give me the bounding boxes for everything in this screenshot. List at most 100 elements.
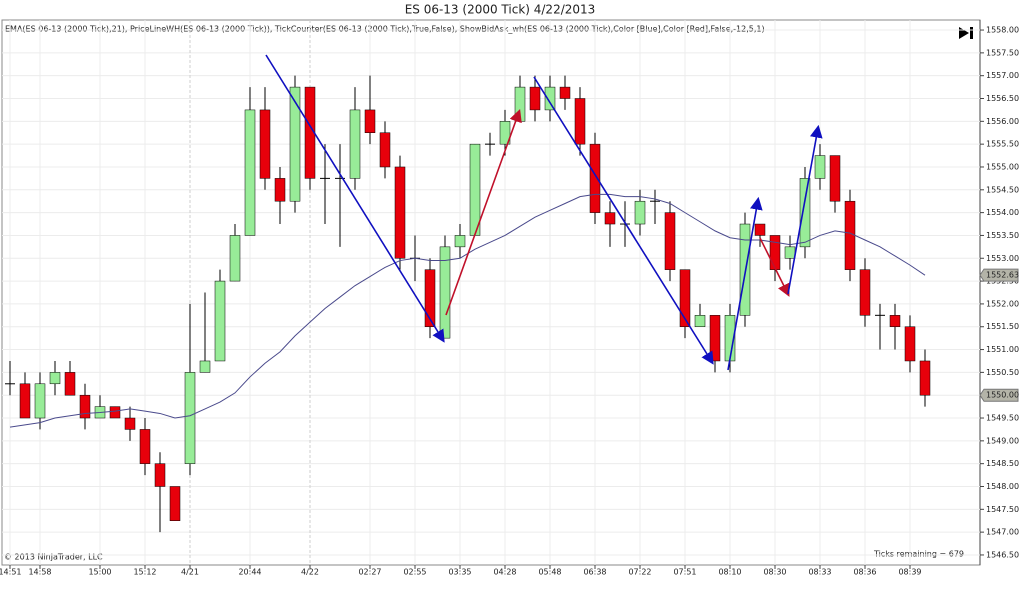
y-tick-label: 1557.50	[986, 48, 1019, 57]
copyright: © 2013 NinjaTrader, LLC	[4, 553, 103, 562]
candle-body	[199, 360, 211, 373]
candle-body	[184, 372, 196, 464]
candle-body	[439, 246, 451, 339]
candle-body	[289, 86, 301, 202]
candle-body	[379, 132, 391, 168]
y-tick-label: 1557.00	[986, 71, 1019, 80]
y-tick-label: 1555.00	[986, 162, 1019, 171]
candle-body	[814, 155, 826, 179]
candle-body	[229, 235, 241, 282]
chart-title: ES 06-13 (2000 Tick) 4/22/2013	[405, 3, 596, 17]
candle-body	[64, 372, 76, 396]
candle-body	[919, 360, 931, 396]
candle-body	[709, 315, 721, 362]
x-tick-label: 08:33	[808, 568, 831, 577]
candle-body	[604, 212, 616, 225]
price-flag-label: 1550.00	[986, 391, 1019, 400]
x-tick-label: 03:35	[448, 568, 471, 577]
candle-body	[904, 326, 916, 362]
candle-body	[214, 280, 226, 362]
y-tick-label: 1553.00	[986, 254, 1019, 263]
candle-body	[634, 200, 646, 225]
x-tick-label: 07:51	[673, 568, 696, 577]
candle-body	[799, 178, 811, 248]
candle-body	[394, 166, 406, 259]
candle-body	[694, 315, 706, 327]
candle-body	[499, 121, 511, 145]
candle-body	[559, 86, 571, 99]
candle-body	[469, 143, 481, 236]
candle-body	[574, 98, 586, 145]
y-tick-label: 1551.00	[986, 345, 1019, 354]
y-tick-label: 1547.00	[986, 528, 1019, 537]
candle-body	[664, 212, 676, 270]
candle-body	[34, 383, 46, 419]
x-tick-label: 4/21	[181, 568, 199, 577]
candle-body	[124, 417, 136, 430]
y-tick-label: 1555.50	[986, 140, 1019, 149]
x-tick-label: 14:51	[0, 568, 22, 577]
y-tick-label: 1556.00	[986, 117, 1019, 126]
x-tick-label: 04:28	[493, 568, 516, 577]
candle-body	[859, 269, 871, 316]
price-flag	[979, 388, 1019, 402]
candle-body	[844, 200, 856, 270]
candle-body	[19, 383, 31, 419]
candle-body	[424, 269, 436, 327]
y-tick-label: 1553.50	[986, 231, 1019, 240]
candle-body	[244, 109, 256, 236]
x-tick-label: 15:00	[88, 568, 111, 577]
candle-body	[139, 429, 151, 464]
candle-body	[49, 372, 61, 385]
price-flag	[979, 268, 1019, 282]
y-tick-label: 1551.50	[986, 322, 1019, 331]
candle-body	[529, 86, 541, 111]
y-tick-label: 1548.00	[986, 482, 1019, 491]
y-tick-label: 1546.50	[986, 550, 1019, 559]
candle-body	[274, 178, 286, 202]
candle-body	[364, 109, 376, 133]
candle-body	[154, 463, 166, 487]
drawn-arrows	[265, 54, 823, 371]
ticks-remaining: Ticks remaining = 679	[873, 550, 964, 559]
candle-body	[454, 235, 466, 248]
candle-body	[679, 269, 691, 327]
candle-body	[544, 86, 556, 111]
price-flag-label: 1552.63	[986, 271, 1019, 280]
y-tick-label: 1550.50	[986, 368, 1019, 377]
candle-body	[784, 246, 796, 259]
y-tick-label: 1547.50	[986, 505, 1019, 514]
x-tick-label: 15:12	[133, 568, 156, 577]
indicator-list: EMA(ES 06-13 (2000 Tick),21), PriceLineW…	[5, 25, 765, 34]
candle-body	[109, 406, 121, 419]
y-tick-label: 1558.00	[986, 26, 1019, 35]
x-tick-label: 20:44	[238, 568, 261, 577]
x-tick-label: 02:27	[358, 568, 381, 577]
y-tick-label: 1548.50	[986, 459, 1019, 468]
y-tick-label: 1554.50	[986, 185, 1019, 194]
candle-body	[79, 394, 91, 419]
candle-body	[589, 143, 601, 213]
y-tick-label: 1549.00	[986, 436, 1019, 445]
candle-body	[259, 109, 271, 179]
x-tick-label: 08:39	[898, 568, 921, 577]
x-tick-label: 02:55	[403, 568, 426, 577]
x-tick-label: 14:58	[28, 568, 51, 577]
x-tick-label: 4/22	[301, 568, 319, 577]
x-tick-label: 06:38	[583, 568, 606, 577]
x-tick-label: 07:22	[628, 568, 651, 577]
candle-body	[754, 223, 766, 236]
candle-body	[889, 315, 901, 327]
y-tick-label: 1549.50	[986, 414, 1019, 423]
candle-body	[349, 109, 361, 179]
x-tick-label: 08:36	[853, 568, 876, 577]
x-tick-label: 08:30	[763, 568, 786, 577]
x-tick-label: 05:48	[538, 568, 561, 577]
candle-body	[829, 155, 841, 202]
candle-body	[169, 486, 181, 521]
x-tick-label: 08:10	[718, 568, 741, 577]
y-tick-label: 1556.50	[986, 94, 1019, 103]
candle-body	[514, 86, 526, 122]
